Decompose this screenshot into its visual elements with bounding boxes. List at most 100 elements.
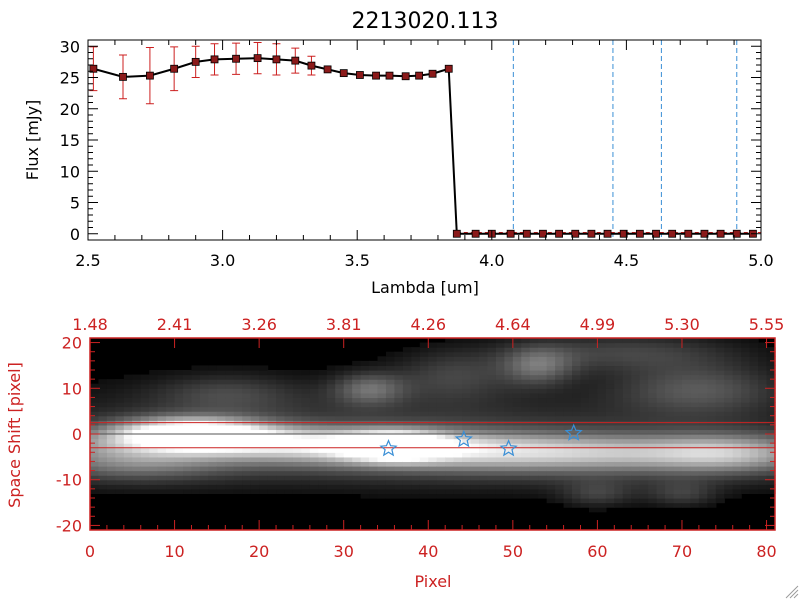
image-pixel	[648, 379, 658, 385]
image-pixel	[665, 342, 675, 348]
image-pixel	[707, 502, 717, 508]
image-pixel	[588, 379, 599, 385]
image-pixel	[360, 434, 370, 440]
image-pixel	[732, 434, 742, 440]
image-pixel	[766, 397, 776, 403]
image-pixel	[90, 484, 100, 490]
image-pixel	[495, 484, 505, 490]
image-pixel	[665, 461, 675, 467]
image-pixel	[673, 415, 683, 421]
image-pixel	[377, 438, 387, 444]
image-pixel	[495, 470, 505, 476]
image-pixel	[665, 466, 675, 472]
image-pixel	[98, 388, 108, 394]
image-pixel	[707, 475, 717, 481]
image-pixel	[225, 434, 235, 440]
image-pixel	[681, 374, 692, 380]
image-pixel	[318, 392, 328, 399]
image-pixel	[402, 456, 412, 463]
image-pixel	[250, 456, 260, 463]
image-pixel	[597, 342, 607, 348]
image-pixel	[402, 402, 412, 408]
image-pixel	[538, 456, 548, 463]
image-pixel	[766, 365, 776, 371]
image-pixel	[326, 447, 336, 453]
image-pixel	[436, 347, 446, 353]
image-pixel	[715, 484, 725, 490]
image-pixel	[614, 383, 624, 389]
image-pixel	[665, 424, 675, 431]
resize-grip-icon[interactable]	[785, 585, 799, 599]
image-pixel	[521, 475, 531, 481]
image-pixel	[588, 424, 599, 431]
image-pixel	[639, 452, 649, 458]
image-pixel	[479, 402, 489, 408]
image-pixel	[98, 383, 108, 389]
data-point	[587, 229, 596, 238]
image-pixel	[276, 392, 286, 399]
image-pixel	[352, 392, 362, 399]
image-pixel	[572, 402, 582, 408]
image-pixel	[183, 415, 193, 421]
image-pixel	[166, 370, 176, 376]
x-tick-label: 0	[85, 542, 95, 561]
image-pixel	[580, 397, 590, 403]
image-pixel	[487, 402, 497, 408]
image-pixel	[631, 484, 641, 490]
image-pixel	[174, 461, 184, 467]
image-pixel	[724, 424, 734, 431]
image-pixel	[715, 392, 725, 399]
image-pixel	[419, 388, 429, 394]
image-pixel	[758, 456, 768, 463]
image-pixel	[724, 392, 734, 399]
image-pixel	[580, 356, 590, 362]
image-pixel	[385, 370, 396, 376]
image-pixel	[555, 347, 565, 353]
image-pixel	[563, 438, 573, 444]
image-pixel	[521, 374, 531, 380]
image-pixel	[123, 466, 133, 472]
image-pixel	[90, 461, 100, 467]
image-pixel	[174, 392, 184, 399]
image-pixel	[106, 488, 116, 495]
image-pixel	[199, 379, 209, 385]
image-pixel	[529, 402, 539, 408]
image-pixel	[352, 456, 362, 463]
image-pixel	[394, 379, 404, 385]
image-pixel	[555, 342, 565, 348]
data-point	[684, 229, 693, 238]
image-pixel	[724, 443, 734, 449]
image-pixel	[724, 374, 734, 380]
image-pixel	[208, 397, 218, 403]
image-pixel	[360, 370, 370, 376]
image-pixel	[681, 461, 692, 467]
image-pixel	[572, 479, 582, 485]
image-pixel	[166, 383, 176, 389]
image-pixel	[605, 429, 615, 435]
image-pixel	[470, 488, 480, 495]
data-point	[668, 229, 677, 238]
image-pixel	[428, 388, 438, 394]
image-pixel	[622, 443, 632, 449]
image-pixel	[690, 466, 700, 472]
image-pixel	[665, 475, 675, 481]
image-pixel	[741, 347, 751, 353]
image-pixel	[588, 392, 599, 399]
image-pixel	[512, 338, 522, 344]
image-pixel	[428, 370, 438, 376]
image-pixel	[132, 484, 142, 490]
image-pixel	[749, 338, 759, 344]
image-pixel	[681, 434, 692, 440]
image-pixel	[250, 402, 260, 408]
image-pixel	[487, 383, 497, 389]
image-pixel	[394, 488, 404, 495]
image-pixel	[741, 356, 751, 362]
image-pixel	[242, 488, 252, 495]
image-pixel	[766, 466, 776, 472]
image-pixel	[614, 397, 624, 403]
image-pixel	[436, 479, 446, 485]
image-pixel	[284, 388, 294, 394]
image-pixel	[479, 447, 489, 453]
image-pixel	[555, 370, 565, 376]
image-pixel	[605, 379, 615, 385]
